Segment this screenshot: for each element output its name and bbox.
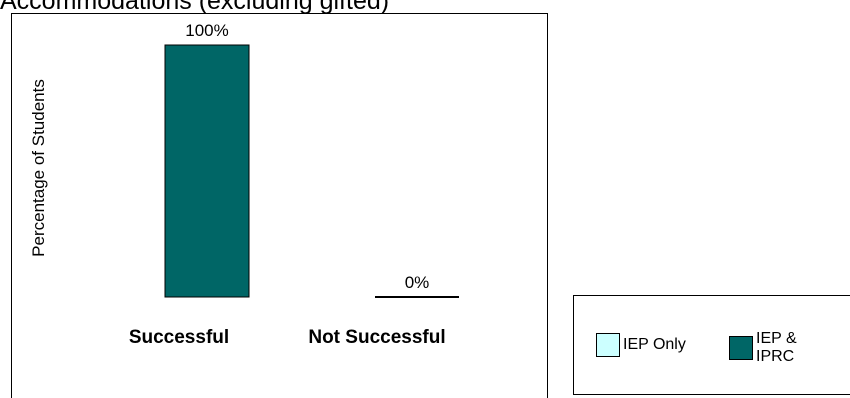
category-label-successful: Successful (129, 327, 229, 348)
bar-not-successful (375, 296, 459, 298)
bars-group (164, 44, 459, 298)
legend-swatch-iep-only (596, 333, 620, 357)
data-label-not-successful: 0% (405, 273, 430, 292)
bar-successful (164, 44, 250, 298)
legend-label-iep-only: IEP Only (623, 336, 686, 353)
legend-item-iep-only: IEP Only (596, 333, 686, 357)
legend-item-iep-iprc: IEP & IPRC (729, 330, 816, 366)
data-labels-group: 100% 0% (185, 21, 429, 292)
legend: IEP Only IEP & IPRC (573, 295, 850, 395)
category-label-not-successful: Not Successful (308, 327, 445, 348)
legend-label-iep-iprc: IEP & IPRC (756, 330, 797, 365)
bar-chart: Percentage of Students 100% 0% Successful… (29, 21, 459, 348)
legend-swatch-iep-iprc (729, 336, 753, 360)
plot-area-frame (11, 13, 548, 398)
y-axis-label: Percentage of Students (29, 79, 48, 257)
data-label-successful: 100% (185, 21, 228, 40)
chart-title: Accommodations (excluding gifted) (0, 0, 390, 15)
category-labels-group: Successful Not Successful (129, 327, 446, 348)
